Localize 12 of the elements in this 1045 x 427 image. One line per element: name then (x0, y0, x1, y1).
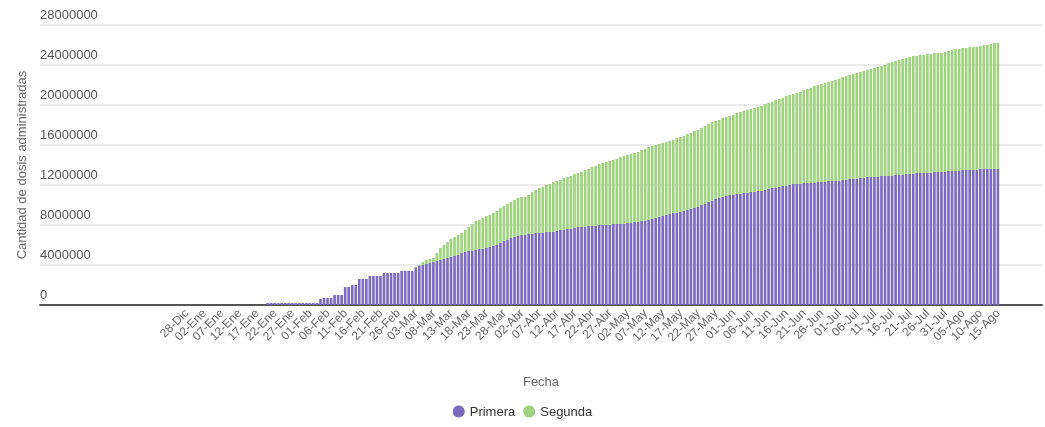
y-tick-label: 4000000 (40, 247, 91, 262)
y-tick-label: 8000000 (40, 207, 91, 222)
y-tick-label: 28000000 (40, 7, 98, 22)
y-tick-label: 12000000 (40, 167, 98, 182)
legend-label: Segunda (540, 404, 594, 419)
y-axis-title: Cantidad de dosis administradas (14, 70, 29, 260)
y-tick-label: 16000000 (40, 127, 98, 142)
y-tick-label: 0 (40, 287, 48, 302)
y-tick-label: 24000000 (40, 47, 98, 62)
legend-label: Primera (469, 404, 516, 419)
y-tick-label: 20000000 (40, 87, 98, 102)
x-axis-title: Fecha (522, 374, 560, 389)
